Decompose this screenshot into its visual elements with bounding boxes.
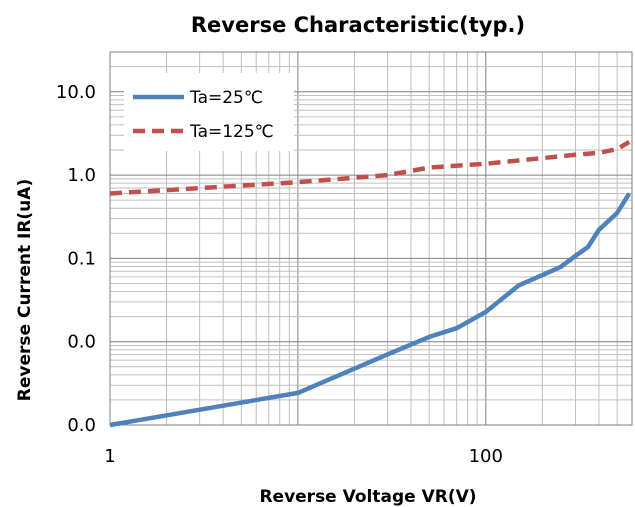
- y-tick-labels: 0.0 0.0 0.1 1.0 10.0: [56, 82, 96, 436]
- x-axis-title: Reverse Voltage VR(V): [259, 487, 476, 507]
- x-tick-label: 1: [104, 446, 115, 467]
- chart-title: Reverse Characteristic(typ.): [191, 13, 525, 37]
- y-tick-label: 0.1: [67, 248, 96, 269]
- legend-label: Ta=25℃: [189, 88, 263, 108]
- y-tick-label: 10.0: [56, 82, 96, 103]
- series-line-ta-125: [109, 139, 631, 196]
- y-tick-label: 0.0: [67, 332, 96, 353]
- legend-label: Ta=125℃: [189, 122, 274, 142]
- series-line-ta-25: [109, 192, 632, 428]
- y-axis-title: Reverse Current IR(uA): [15, 179, 35, 401]
- x-tick-labels: 1 100: [104, 446, 503, 467]
- series-layer: [109, 139, 632, 428]
- x-tick-label: 100: [469, 446, 503, 467]
- y-tick-label: 0.0: [67, 415, 96, 436]
- legend: Ta=25℃ Ta=125℃: [124, 73, 294, 151]
- legend-box: [124, 73, 294, 151]
- y-tick-label: 1.0: [67, 165, 96, 186]
- plot-frame: [109, 51, 633, 426]
